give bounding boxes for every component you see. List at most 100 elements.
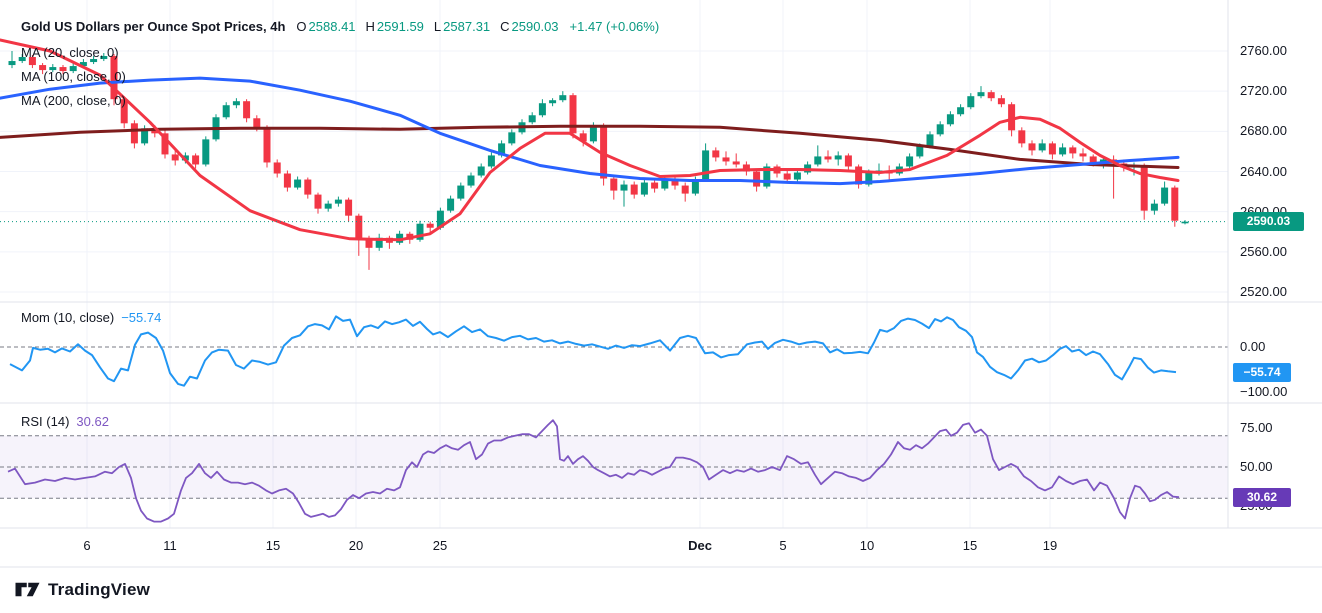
candle-body: [1099, 159, 1107, 163]
ohlc-pair: L 2587.31: [433, 19, 491, 34]
candle-body: [59, 67, 67, 72]
candle-body: [365, 239, 373, 248]
rsi-value: 30.62: [76, 414, 109, 429]
candle-body: [824, 156, 832, 160]
momentum-axis-label: −100.00: [1240, 384, 1288, 399]
time-axis-label: 25: [432, 538, 448, 553]
candle-body: [90, 59, 98, 63]
candle-body: [120, 99, 128, 124]
candle-body: [691, 179, 699, 194]
candle-body: [28, 57, 36, 66]
ma-overlay-label[interactable]: MA (200, close, 0): [21, 93, 126, 108]
candle-body: [436, 210, 444, 228]
ma-overlay-label[interactable]: MA (100, close, 0): [21, 69, 126, 84]
candle-body: [1028, 143, 1036, 151]
candle-body: [110, 56, 118, 100]
momentum-line: [9, 315, 1177, 387]
change-value: +1.47 (+0.06%): [569, 19, 660, 34]
candle-body: [834, 155, 842, 160]
candle-body: [232, 101, 240, 106]
time-axis-label: 11: [163, 538, 177, 553]
momentum-axis-label: 0.00: [1240, 339, 1266, 354]
ohlc-pair: O 2588.41: [296, 19, 356, 34]
candle-body: [79, 62, 87, 67]
candle-body: [1038, 143, 1046, 151]
candle-body: [314, 194, 322, 209]
price-axis-label: 2760.00: [1240, 43, 1287, 58]
candle-body: [1059, 147, 1067, 155]
candle-body: [732, 161, 740, 165]
candle-body: [345, 199, 353, 216]
candle-body: [569, 95, 577, 134]
price-axis-label: 2640.00: [1240, 163, 1287, 179]
candle-body: [1018, 130, 1026, 144]
tradingview-wordmark: TradingView: [48, 579, 151, 599]
candle-body: [538, 103, 546, 116]
candle-body: [661, 178, 669, 189]
candle-body: [39, 65, 47, 71]
candle-body: [1048, 143, 1056, 155]
candle-body: [69, 66, 77, 72]
candle-body: [426, 223, 434, 228]
candle-body: [508, 132, 516, 144]
rsi-legend: RSI (14) 30.62: [21, 414, 109, 429]
candle-body: [722, 157, 730, 162]
candle-body: [253, 118, 261, 128]
candle-body: [671, 178, 679, 186]
candle-body: [926, 134, 934, 147]
candle-body: [1008, 104, 1016, 131]
time-axis-label: 6: [83, 538, 91, 553]
candle-body: [273, 162, 281, 174]
ma200-line: [0, 124, 1180, 169]
candle-body: [579, 133, 587, 142]
price-axis-label: 2680.00: [1240, 123, 1287, 139]
candle-body: [681, 185, 689, 194]
candle-body: [936, 124, 944, 135]
rsi-label[interactable]: RSI (14): [21, 414, 70, 429]
candle-body: [1161, 187, 1169, 204]
candle-body: [702, 150, 710, 180]
candle-body: [589, 125, 597, 142]
price-axis-label: 2560.00: [1240, 243, 1287, 259]
candle-body: [457, 185, 465, 199]
candle-body: [161, 133, 169, 155]
candle-body: [844, 155, 852, 167]
price-axis-label: 2520.00: [1240, 284, 1287, 299]
momentum-value: −55.74: [121, 310, 162, 325]
tradingview-mark-icon: [15, 582, 40, 597]
candle-body: [202, 139, 210, 165]
candle-body: [1069, 147, 1077, 154]
candle-body: [375, 237, 383, 248]
time-axis-label: 20: [348, 538, 364, 553]
candle-body: [620, 184, 628, 191]
candle-body: [243, 101, 251, 119]
candle-body: [283, 173, 291, 188]
price-axis-label: 2720.00: [1240, 83, 1287, 99]
candle-body: [18, 57, 26, 62]
time-axis-label: 5: [779, 538, 787, 553]
tradingview-logo[interactable]: TradingView: [14, 578, 150, 601]
ma-overlay-label[interactable]: MA (20, close, 0): [21, 45, 119, 60]
candle-body: [987, 92, 995, 99]
candle-body: [977, 92, 985, 97]
time-axis-label: Dec: [688, 538, 712, 553]
momentum-label[interactable]: Mom (10, close): [21, 310, 115, 325]
candle-body: [477, 166, 485, 176]
candle-body: [549, 100, 557, 104]
candle-body: [171, 154, 179, 161]
ma100-line: [0, 76, 1180, 186]
candle-body: [355, 215, 363, 240]
rsi-axis-label: 50.00: [1240, 459, 1273, 474]
momentum-badge: −55.74: [1233, 363, 1291, 382]
candle-body: [100, 56, 108, 60]
last-price-badge: 2590.03: [1233, 212, 1304, 231]
ohlc-values: O 2588.41 H 2591.59 L 2587.31 C 2590.03: [296, 19, 558, 34]
candle-body: [946, 114, 954, 125]
candle-body: [1150, 203, 1158, 211]
candle-body: [334, 199, 342, 204]
candle-body: [997, 98, 1005, 105]
candle-body: [855, 166, 863, 185]
rsi-axis-label: 75.00: [1240, 420, 1273, 435]
symbol-title[interactable]: Gold US Dollars per Ounce Spot Prices, 4…: [21, 19, 286, 34]
